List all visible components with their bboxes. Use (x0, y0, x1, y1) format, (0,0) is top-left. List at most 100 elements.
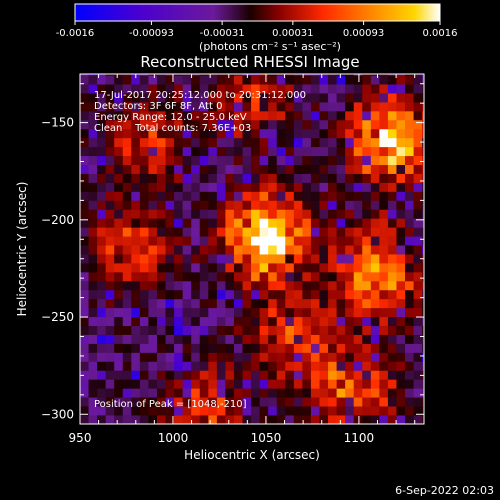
heatmap-cell (293, 298, 303, 309)
heatmap-cell (396, 173, 406, 183)
heatmap-cell (370, 227, 380, 237)
heatmap-cell (413, 334, 423, 344)
heatmap-cell (345, 406, 355, 416)
heatmap-cell (242, 209, 252, 219)
heatmap-cell (208, 397, 218, 407)
heatmap-cell (208, 182, 218, 192)
heatmap-cell (131, 218, 141, 228)
heatmap-cell (387, 236, 397, 246)
heatmap-cell (156, 74, 166, 76)
heatmap-cell (413, 218, 423, 228)
heatmap-cell (370, 155, 380, 166)
heatmap-cell (268, 379, 278, 389)
heatmap-cell (387, 415, 397, 424)
heatmap-cell (225, 334, 235, 344)
heatmap-cell (114, 415, 124, 424)
heatmap-cell (319, 137, 329, 148)
heatmap-cell (225, 173, 235, 183)
heatmap-cell (285, 102, 295, 112)
heatmap-cell (165, 245, 175, 255)
heatmap-cell (396, 119, 406, 130)
heatmap-cell (139, 75, 149, 85)
heatmap-cell (285, 334, 295, 344)
heatmap-cell (139, 298, 149, 309)
heatmap-cell (165, 325, 175, 335)
heatmap-cell (251, 74, 261, 76)
heatmap-cell (370, 325, 380, 335)
heatmap-cell (328, 352, 337, 362)
heatmap-cell (88, 271, 98, 282)
heatmap-cell (191, 93, 201, 103)
heatmap-cell (174, 316, 184, 327)
heatmap-cell (182, 155, 192, 166)
heatmap-cell (191, 245, 201, 255)
heatmap-cell (216, 182, 226, 192)
heatmap-cell (80, 173, 89, 183)
heatmap-cell (174, 227, 184, 237)
heatmap-cell (80, 209, 89, 219)
heatmap-cell (97, 137, 107, 148)
heatmap-cell (191, 137, 201, 148)
heatmap-cell (328, 110, 337, 121)
heatmap-cell (97, 218, 107, 228)
heatmap-cell (156, 415, 166, 424)
heatmap-cell (328, 146, 337, 157)
heatmap-cell (276, 316, 286, 327)
heatmap-cell (165, 146, 175, 157)
heatmap-cell (105, 254, 115, 264)
heatmap-cell (122, 200, 132, 210)
heatmap-cell (148, 263, 158, 273)
heatmap-cell (422, 236, 424, 246)
heatmap-cell (362, 227, 372, 237)
heatmap-cell (182, 200, 192, 210)
heatmap-cell (310, 182, 320, 192)
heatmap-cell (199, 334, 209, 344)
heatmap-cell (216, 146, 226, 157)
heatmap-cell (156, 280, 166, 291)
heatmap-cell (156, 75, 166, 85)
heatmap-cell (131, 388, 141, 398)
heatmap-cell (396, 227, 406, 237)
heatmap-cell (293, 406, 303, 416)
heatmap-cell (396, 74, 406, 76)
heatmap-cell (276, 334, 286, 344)
heatmap-cell (182, 119, 192, 130)
heatmap-cell (310, 406, 320, 416)
heatmap-cell (139, 209, 149, 219)
heatmap-cell (242, 343, 252, 353)
heatmap-cell (370, 370, 380, 380)
heatmap-cell (396, 209, 406, 219)
heatmap-cell (396, 110, 406, 121)
heatmap-cell (293, 280, 303, 291)
heatmap-cell (370, 254, 380, 264)
heatmap-cell (199, 218, 209, 228)
heatmap-cell (148, 146, 158, 157)
heatmap-cell (131, 84, 141, 94)
heatmap-cell (139, 361, 149, 371)
heatmap-cell (105, 236, 115, 246)
heatmap-cell (387, 75, 397, 85)
heatmap-cell (387, 146, 397, 157)
heatmap-cell (276, 307, 286, 318)
heatmap-cell (345, 227, 355, 237)
heatmap-cell (139, 218, 149, 228)
heatmap-cell (379, 128, 389, 139)
heatmap-cell (276, 119, 286, 130)
heatmap-cell (97, 307, 107, 318)
heatmap-cell (259, 316, 269, 327)
heatmap-cell (276, 74, 286, 76)
heatmap-cell (293, 343, 303, 353)
heatmap-cell (370, 218, 380, 228)
heatmap-cell (251, 84, 261, 94)
heatmap-cell (310, 164, 320, 174)
heatmap-cell (105, 119, 115, 130)
heatmap-cell (97, 406, 107, 416)
heatmap-cell (319, 325, 329, 335)
heatmap-cell (105, 93, 115, 103)
heatmap-cell (114, 406, 124, 416)
heatmap-cell (396, 325, 406, 335)
heatmap-cell (216, 110, 226, 121)
heatmap-cell (285, 164, 295, 174)
heatmap-cell (122, 110, 132, 121)
heatmap-cell (336, 361, 346, 371)
